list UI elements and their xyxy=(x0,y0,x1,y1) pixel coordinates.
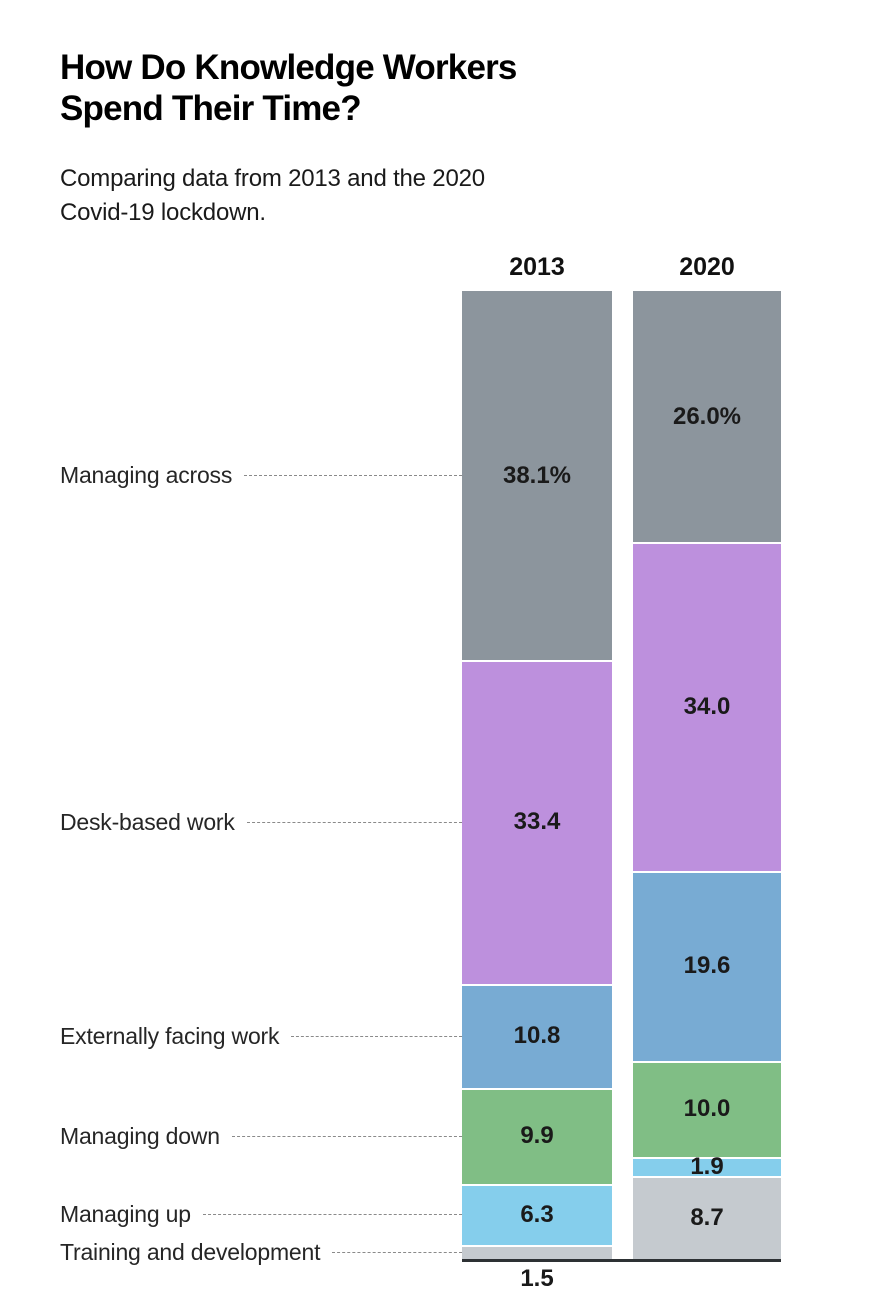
category-row-externally-facing-work: Externally facing work xyxy=(60,1021,462,1051)
category-row-training-and-development: Training and development xyxy=(60,1238,462,1268)
bar-segment-2020-managing-up xyxy=(633,1157,781,1176)
column-header-2013: 2013 xyxy=(509,253,565,281)
leader-line-managing-up xyxy=(202,1214,462,1216)
bar-segment-2020-training-and-development xyxy=(633,1175,781,1260)
chart-subtitle-line-1: Comparing data from 2013 and the 2020 xyxy=(60,165,485,192)
value-label-2013-externally-facing-work: 10.8 xyxy=(513,1022,561,1050)
bar-segment-2013-managing-down xyxy=(462,1088,612,1185)
value-label-2020-managing-across: 26.0% xyxy=(672,402,742,430)
value-label-2020-managing-up: 1.9 xyxy=(690,1152,724,1180)
baseline-axis xyxy=(462,1259,781,1262)
value-label-2020-training-and-development: 8.7 xyxy=(690,1203,724,1231)
value-label-2013-managing-down: 9.9 xyxy=(520,1122,554,1150)
category-row-managing-across: Managing across xyxy=(60,461,462,491)
leader-line-desk-based-work xyxy=(246,821,462,823)
chart-title-line-2: Spend Their Time? xyxy=(60,89,362,129)
bar-segment-2020-desk-based-work xyxy=(633,542,781,872)
leader-line-managing-down xyxy=(231,1135,462,1137)
category-label-externally-facing-work: Externally facing work xyxy=(60,1022,280,1049)
leader-line-externally-facing-work xyxy=(291,1035,462,1037)
chart-subtitle-line-2: Covid-19 lockdown. xyxy=(60,199,266,226)
bar-segment-2013-training-and-development xyxy=(462,1245,612,1260)
leader-line-managing-across xyxy=(244,475,462,477)
column-header-2020: 2020 xyxy=(679,253,735,281)
value-label-2020-externally-facing-work: 19.6 xyxy=(683,952,731,979)
category-label-training-and-development: Training and development xyxy=(60,1239,321,1266)
value-label-2013-managing-across: 38.1% xyxy=(502,461,572,489)
bar-segment-2013-managing-up xyxy=(462,1184,612,1246)
value-label-2020-desk-based-work: 34.0 xyxy=(683,692,731,720)
chart-title-line-1: How Do Knowledge Workers xyxy=(60,48,517,88)
bar-segment-2013-desk-based-work xyxy=(462,660,612,984)
category-label-desk-based-work: Desk-based work xyxy=(60,808,235,835)
value-label-2013-managing-up: 6.3 xyxy=(520,1200,554,1228)
category-row-managing-down: Managing down xyxy=(60,1121,462,1151)
category-row-managing-up: Managing up xyxy=(60,1200,462,1230)
value-label-2013-training-and-development: 1.5 xyxy=(520,1265,554,1292)
category-label-managing-across: Managing across xyxy=(60,462,233,489)
chart-title: How Do Knowledge Workers Spend Their Time… xyxy=(60,47,680,129)
value-label-2013-desk-based-work: 33.4 xyxy=(513,808,561,835)
category-label-managing-down: Managing down xyxy=(60,1122,220,1149)
bar-segment-2013-managing-across xyxy=(462,291,612,661)
bar-segment-2020-managing-down xyxy=(633,1060,781,1158)
category-row-desk-based-work: Desk-based work xyxy=(60,807,462,837)
bar-segment-2013-externally-facing-work xyxy=(462,983,612,1089)
leader-line-training-and-development xyxy=(332,1252,462,1254)
value-label-2020-managing-down: 10.0 xyxy=(683,1095,731,1123)
bar-segment-2020-externally-facing-work xyxy=(633,871,781,1061)
bar-segment-2020-managing-across xyxy=(633,291,781,543)
category-label-managing-up: Managing up xyxy=(60,1201,191,1228)
chart-subtitle: Comparing data from 2013 and the 2020 Cov… xyxy=(60,162,680,230)
